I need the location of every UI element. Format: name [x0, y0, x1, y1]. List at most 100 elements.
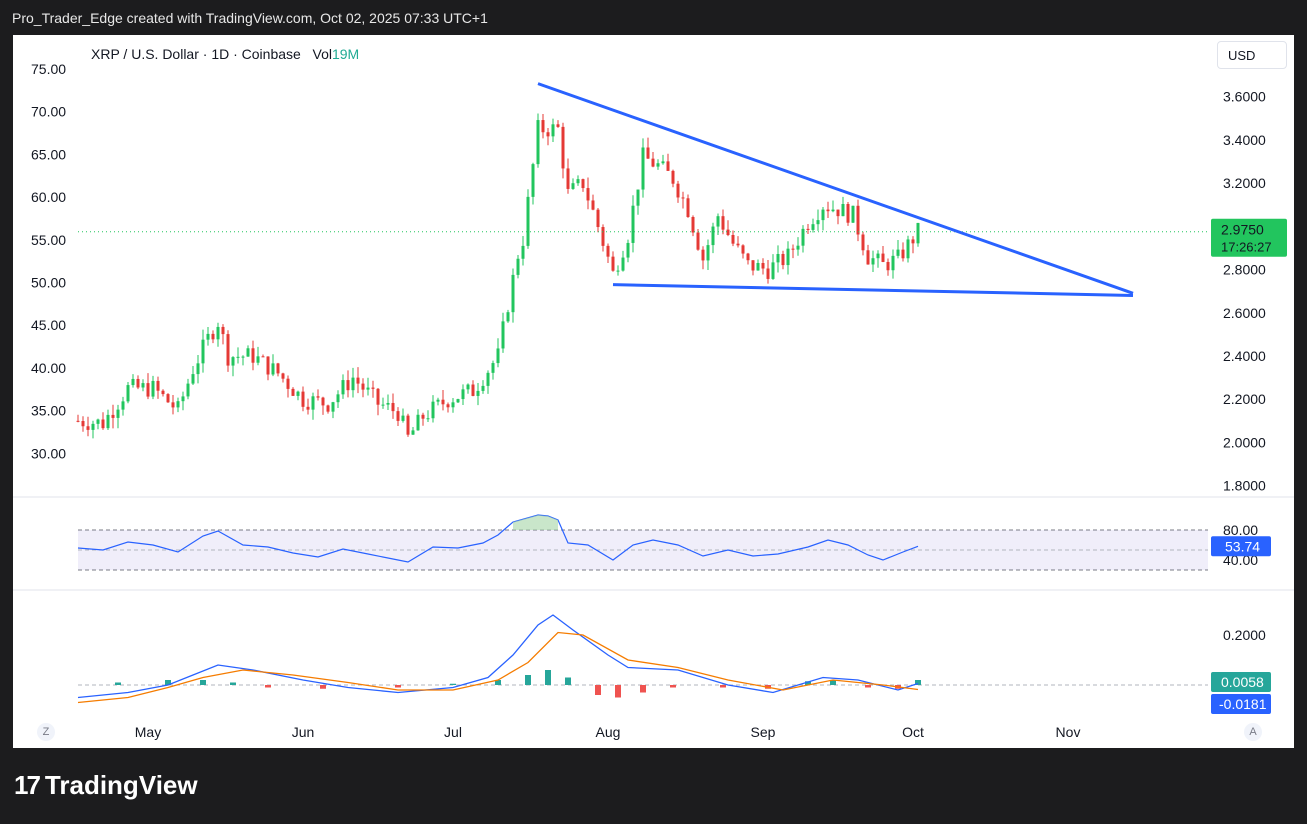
- candle-body: [551, 124, 555, 137]
- candle-body: [536, 120, 540, 165]
- candle-body: [156, 380, 160, 391]
- auto-scale-button[interactable]: A: [1244, 723, 1262, 741]
- right-axis-tick-label: 3.2000: [1223, 175, 1266, 191]
- macd-histogram-bar: [640, 685, 646, 693]
- candle-body: [496, 348, 500, 364]
- x-axis-tick-label: Jun: [292, 724, 315, 740]
- candle-body: [511, 274, 515, 313]
- candle-body: [701, 249, 705, 261]
- zoom-reset-button[interactable]: Z: [37, 723, 55, 741]
- candle-body: [421, 414, 425, 419]
- macd-value-badge: [1211, 672, 1271, 692]
- candle-body: [151, 380, 155, 397]
- candle-body: [191, 374, 195, 384]
- candle-body: [816, 220, 820, 225]
- chart-panel[interactable]: 75.00 70.00 65.00 60.00 55.00 50.00 45.00 40.00…: [13, 35, 1294, 748]
- rsi-overbought-fill: [513, 515, 558, 530]
- macd-histogram-bar: [320, 685, 326, 689]
- candle-body: [371, 387, 375, 389]
- x-axis-tick-label: Oct: [902, 724, 924, 740]
- candle-body: [341, 380, 345, 395]
- macd-histogram-bar: [495, 680, 501, 685]
- candle-body: [131, 378, 135, 386]
- last-price-label: 2.9750: [1221, 222, 1264, 238]
- candle-body: [681, 197, 685, 199]
- chart-credit: Pro_Trader_Edge created with TradingView…: [12, 10, 488, 26]
- signal-value-badge: [1211, 694, 1271, 714]
- right-axis-tick-label: 2.6000: [1223, 305, 1266, 321]
- candle-body: [241, 356, 245, 358]
- candle-body: [526, 196, 530, 246]
- candle-body: [651, 158, 655, 167]
- candle-body: [506, 312, 510, 322]
- right-axis-tick-label: 3.4000: [1223, 132, 1266, 148]
- candle-body: [591, 200, 595, 210]
- x-axis-tick-label: Nov: [1056, 724, 1081, 740]
- candle-body: [871, 258, 875, 265]
- candle-body: [86, 426, 90, 430]
- candle-body: [331, 402, 335, 412]
- candle-body: [376, 388, 380, 405]
- candle-body: [266, 356, 270, 375]
- tradingview-logo-icon: 17: [14, 770, 41, 800]
- left-axis-tick-label: 55.00: [31, 232, 66, 248]
- candle-body: [731, 234, 735, 244]
- candle-body: [206, 333, 210, 340]
- candle-body: [146, 383, 150, 397]
- macd-axis-tick-label: 0.2000: [1223, 627, 1266, 643]
- candle-body: [576, 179, 580, 184]
- candle-body: [881, 253, 885, 262]
- x-axis-tick-label: Jul: [444, 724, 462, 740]
- candle-body: [851, 205, 855, 223]
- candle-body: [401, 415, 405, 421]
- candle-body: [486, 372, 490, 386]
- candle-body: [471, 384, 475, 396]
- candle-body: [456, 399, 460, 403]
- candle-body: [466, 384, 470, 390]
- macd-histogram-bar: [265, 685, 271, 688]
- candle-body: [666, 161, 670, 171]
- candle-body: [166, 394, 170, 403]
- candle-body: [126, 385, 130, 402]
- candle-body: [361, 383, 365, 390]
- trendline: [612, 283, 1134, 297]
- right-axis-tick-label: 2.8000: [1223, 262, 1266, 278]
- candle-body: [106, 414, 110, 429]
- candle-body: [571, 183, 575, 189]
- macd-histogram-bar: [545, 670, 551, 685]
- candle-body: [91, 423, 95, 430]
- candle-body: [806, 228, 810, 230]
- candle-body: [841, 203, 845, 217]
- candle-body: [876, 253, 880, 259]
- candle-body: [461, 389, 465, 400]
- candle-body: [306, 406, 310, 410]
- candle-body: [786, 248, 790, 266]
- countdown-label: 17:26:27: [1221, 240, 1272, 255]
- candle-body: [286, 378, 290, 389]
- macd-histogram-bar: [615, 685, 621, 698]
- candle-body: [611, 256, 615, 271]
- candle-body: [201, 339, 205, 364]
- x-axis-tick-label: Sep: [751, 724, 776, 740]
- right-axis-tick-label: 1.8000: [1223, 478, 1266, 494]
- candle-body: [561, 126, 565, 169]
- candle-body: [646, 147, 650, 159]
- candle-body: [231, 357, 235, 366]
- symbol-legend[interactable]: XRP / U.S. Dollar · 1D · Coinbase Vol19M: [91, 46, 359, 62]
- candle-body: [346, 380, 350, 391]
- signal-value-label: -0.0181: [1219, 696, 1267, 712]
- candle-body: [746, 253, 750, 261]
- rsi-axis-tick-label: 80.00: [1223, 522, 1258, 538]
- left-axis-tick-label: 45.00: [31, 317, 66, 333]
- candle-body: [761, 262, 765, 269]
- candle-body: [261, 356, 265, 358]
- candle-body: [406, 415, 410, 435]
- candle-body: [491, 363, 495, 373]
- candle-body: [501, 321, 505, 349]
- chart-canvas[interactable]: 75.00 70.00 65.00 60.00 55.00 50.00 45.00 40.00…: [13, 35, 1294, 748]
- macd-histogram-bar: [230, 682, 236, 685]
- currency-button[interactable]: USD: [1217, 41, 1287, 69]
- candle-body: [726, 229, 730, 235]
- candle-body: [301, 391, 305, 407]
- macd-histogram-bar: [670, 685, 676, 688]
